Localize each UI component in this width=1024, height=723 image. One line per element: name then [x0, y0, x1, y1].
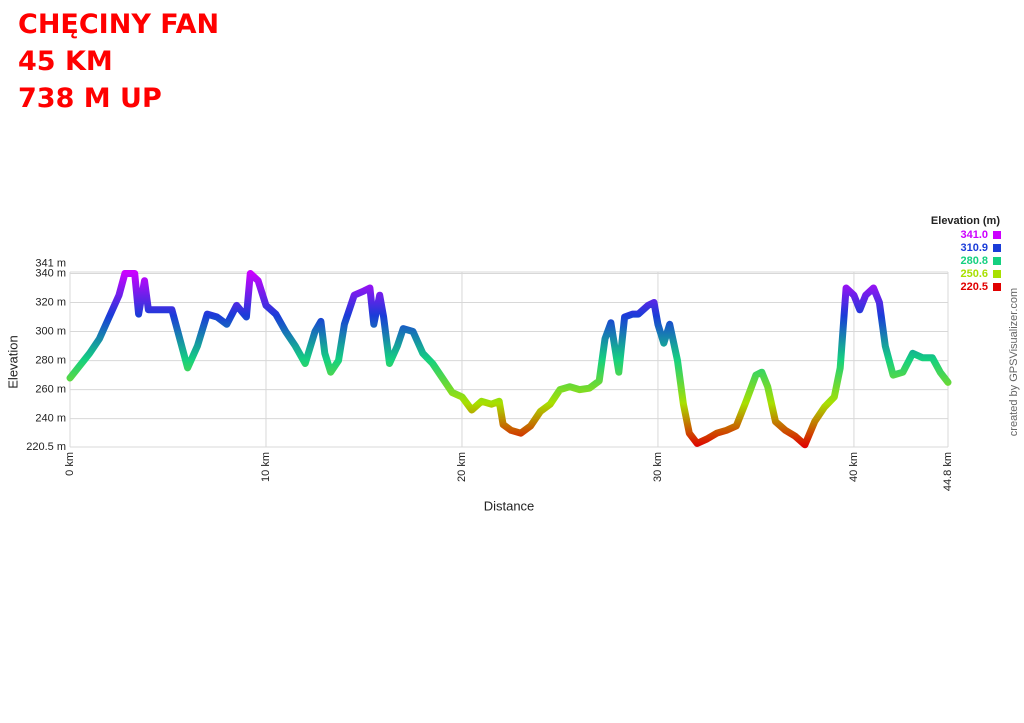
x-tick-label: 10 km: [260, 452, 272, 482]
legend-swatch: [993, 244, 1001, 252]
x-axis-label: Distance: [484, 498, 535, 513]
y-tick-label: 320 m: [35, 296, 66, 308]
y-tick-label: 340 m: [35, 267, 66, 279]
y-tick-label: 280 m: [35, 354, 66, 366]
title-line: CHĘCINY FAN: [18, 9, 219, 40]
y-tick-label: 341 m: [35, 257, 66, 269]
y-tick-label: 240 m: [35, 413, 66, 425]
y-axis-label: Elevation: [5, 335, 20, 388]
legend-label: 310.9: [960, 242, 988, 254]
legend-label: 250.6: [960, 268, 988, 280]
credit: created by GPSVisualizer.com: [1008, 288, 1020, 436]
x-tick-label: 20 km: [456, 452, 468, 482]
legend-label: 280.8: [960, 255, 988, 267]
title-line: 45 KM: [18, 46, 113, 77]
legend-swatch: [993, 257, 1001, 265]
x-tick-label: 30 km: [652, 452, 664, 482]
title-line: 738 M UP: [18, 83, 162, 114]
elevation-line: [66, 270, 952, 449]
legend-label: 341.0: [960, 229, 988, 241]
x-tick-label: 0 km: [64, 452, 76, 476]
legend-swatch: [993, 283, 1001, 291]
y-tick-label: 260 m: [35, 384, 66, 396]
x-tick-label: 40 km: [848, 452, 860, 482]
legend-title: Elevation (m): [931, 215, 1000, 227]
y-tick-label: 300 m: [35, 325, 66, 337]
legend-swatch: [993, 231, 1001, 239]
legend-swatch: [993, 270, 1001, 278]
x-tick-label: 44.8 km: [942, 452, 954, 491]
y-tick-label: 220.5 m: [26, 441, 66, 453]
legend-label: 220.5: [960, 281, 988, 293]
